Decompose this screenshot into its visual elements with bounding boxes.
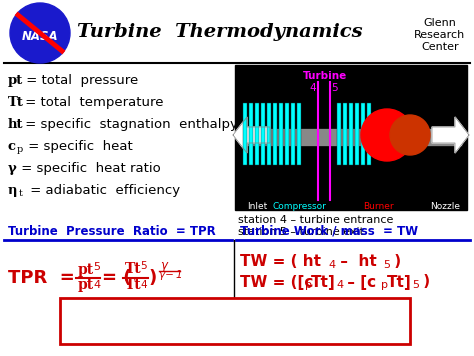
- Text: Tt: Tt: [154, 313, 174, 330]
- Text: Tt]: Tt]: [311, 274, 336, 289]
- Circle shape: [10, 3, 70, 63]
- Polygon shape: [233, 117, 270, 153]
- Text: 4: 4: [140, 280, 146, 290]
- Circle shape: [390, 115, 430, 155]
- Text: c: c: [138, 313, 148, 330]
- Bar: [285, 103, 289, 165]
- Text: 5: 5: [383, 260, 390, 270]
- Text: Turbine: Turbine: [303, 71, 347, 81]
- Text: pt: pt: [78, 263, 94, 277]
- Text: –  ht: – ht: [335, 255, 377, 269]
- Polygon shape: [432, 117, 469, 153]
- Text: station 5 – turbine exit: station 5 – turbine exit: [238, 227, 364, 237]
- Bar: [343, 103, 347, 165]
- Bar: [367, 103, 371, 165]
- Text: Turbine  Pressure  Ratio  = TPR: Turbine Pressure Ratio = TPR: [8, 225, 216, 238]
- Text: γ: γ: [160, 258, 167, 272]
- Text: ): ): [149, 269, 157, 287]
- Text: Turbine  Thermodynamics: Turbine Thermodynamics: [77, 23, 363, 41]
- Text: station 4 – turbine entrance: station 4 – turbine entrance: [238, 215, 393, 225]
- Circle shape: [361, 109, 413, 161]
- Text: 4: 4: [170, 321, 177, 331]
- Text: pt: pt: [78, 278, 94, 292]
- Text: 4: 4: [310, 83, 316, 93]
- Text: = specific  heat: = specific heat: [24, 140, 133, 153]
- Text: Turbine Work / mass  = TW: Turbine Work / mass = TW: [240, 225, 418, 238]
- Bar: [273, 103, 277, 165]
- Text: p: p: [305, 280, 312, 290]
- Text: ): ): [298, 312, 306, 330]
- Text: 4: 4: [336, 280, 343, 290]
- Text: Research: Research: [414, 30, 465, 40]
- Text: γ: γ: [8, 162, 17, 175]
- Bar: [240, 128, 462, 146]
- Text: 5: 5: [332, 83, 338, 93]
- Bar: [255, 103, 259, 165]
- Text: = total  pressure: = total pressure: [22, 74, 138, 87]
- Bar: [361, 103, 365, 165]
- Text: = (: = (: [102, 269, 131, 287]
- Text: η: η: [8, 184, 18, 197]
- Text: Tt]: Tt]: [387, 274, 412, 289]
- Text: Tt: Tt: [125, 278, 142, 292]
- Text: = specific  stagnation  enthalpy: = specific stagnation enthalpy: [21, 118, 238, 131]
- Text: = adiabatic  efficiency: = adiabatic efficiency: [26, 184, 180, 197]
- Text: pt: pt: [8, 74, 23, 87]
- Text: p: p: [17, 145, 23, 154]
- Bar: [349, 103, 353, 165]
- Bar: [243, 103, 247, 165]
- Text: Burner: Burner: [363, 202, 393, 211]
- Text: η: η: [121, 313, 133, 330]
- Bar: [235, 65, 467, 210]
- Text: t: t: [19, 189, 23, 198]
- Text: Tt: Tt: [125, 262, 142, 276]
- Text: ): ): [389, 255, 401, 269]
- Bar: [249, 103, 253, 165]
- Bar: [337, 103, 341, 165]
- Text: Nozzle: Nozzle: [430, 202, 460, 211]
- Text: Tt: Tt: [8, 96, 24, 109]
- Bar: [291, 103, 295, 165]
- Text: 5: 5: [140, 261, 146, 271]
- Text: Glenn: Glenn: [424, 18, 456, 28]
- Text: TPR  =: TPR =: [8, 269, 75, 287]
- Text: (γ−1) / γ: (γ−1) / γ: [261, 306, 310, 316]
- Bar: [261, 103, 265, 165]
- Text: = specific  heat ratio: = specific heat ratio: [17, 162, 161, 175]
- Text: TW = ([c: TW = ([c: [240, 274, 313, 289]
- Text: ): ): [418, 274, 430, 289]
- Bar: [355, 103, 359, 165]
- Text: – [c: – [c: [342, 274, 376, 289]
- Text: 4: 4: [328, 260, 335, 270]
- Text: c: c: [8, 140, 16, 153]
- Text: TW =: TW =: [74, 312, 123, 330]
- Bar: [267, 103, 271, 165]
- Text: γ− 1: γ− 1: [159, 270, 182, 280]
- Text: 5: 5: [412, 280, 419, 290]
- Bar: [279, 103, 283, 165]
- Text: p: p: [381, 280, 388, 290]
- Text: 4: 4: [93, 280, 100, 290]
- Text: 5: 5: [93, 262, 100, 272]
- Text: ht: ht: [8, 118, 24, 131]
- Bar: [297, 103, 301, 165]
- Text: Inlet: Inlet: [247, 202, 267, 211]
- Text: Center: Center: [421, 42, 459, 52]
- Text: p: p: [147, 321, 154, 331]
- Text: ( 1 – TPR: ( 1 – TPR: [177, 312, 258, 330]
- Text: TW = ( ht: TW = ( ht: [240, 255, 321, 269]
- Text: t: t: [131, 321, 136, 331]
- Bar: [60, 298, 410, 344]
- Text: = total  temperature: = total temperature: [21, 96, 164, 109]
- Text: Compressor: Compressor: [273, 202, 327, 211]
- Text: NASA: NASA: [22, 30, 58, 42]
